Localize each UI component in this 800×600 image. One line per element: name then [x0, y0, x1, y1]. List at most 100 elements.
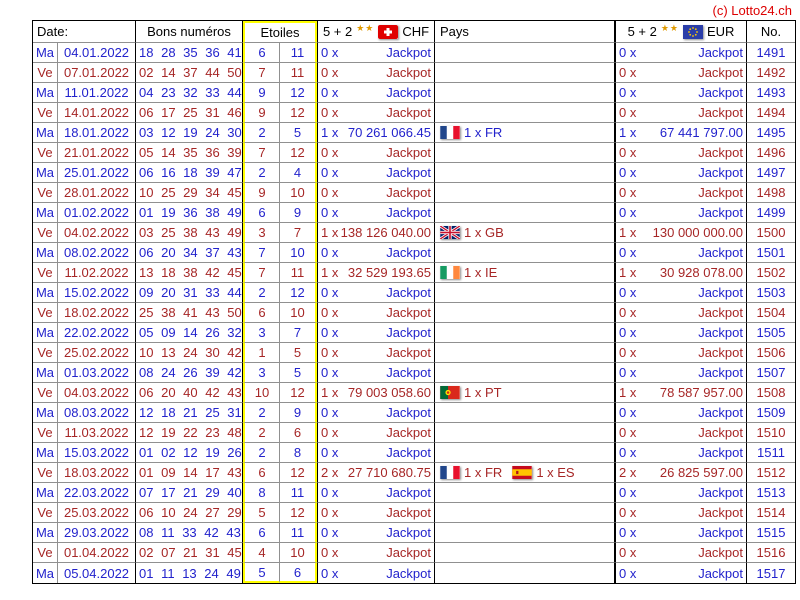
- cell-date: 04.03.2022: [58, 383, 137, 403]
- cell-winner-countries: [435, 423, 616, 443]
- cell-star2: 7: [280, 223, 318, 243]
- cell-eur-prize: 0 x Jackpot: [615, 63, 748, 83]
- cell-star2: 11: [280, 263, 318, 283]
- cell-winner-countries: 1 x FR: [435, 123, 616, 143]
- chf-amount: 138 126 040.00: [340, 225, 432, 240]
- cell-chf-prize: 0 x Jackpot: [317, 523, 436, 543]
- country-winner: 1 x FR: [440, 125, 502, 140]
- cell-star2: 12: [280, 383, 318, 403]
- cell-weekday: Ve: [33, 223, 58, 243]
- cell-winning-numbers: 12 19 22 23 48: [136, 423, 244, 443]
- eur-winner-count: 0 x: [619, 245, 637, 260]
- chf-amount: 27 710 680.75: [347, 465, 432, 480]
- table-row: Ma 25.01.2022 06 16 18 39 47 2 4 0 x Jack…: [33, 163, 796, 183]
- chf-winner-count: 0 x: [321, 85, 339, 100]
- eur-winner-count: 2 x: [619, 465, 637, 480]
- chf-amount: Jackpot: [386, 205, 432, 220]
- cell-winner-countries: [435, 203, 616, 223]
- cell-draw-number: 1502: [747, 263, 796, 283]
- eur-winner-count: 1 x: [619, 265, 637, 280]
- chf-amount: Jackpot: [386, 565, 432, 581]
- cell-winning-numbers: 09 20 31 33 44: [136, 283, 244, 303]
- chf-winner-count: 0 x: [321, 65, 339, 80]
- eur-winner-count: 0 x: [619, 365, 637, 380]
- cell-star1: 8: [243, 483, 281, 503]
- chf-winner-count: 0 x: [321, 305, 339, 320]
- cell-winner-countries: [435, 243, 616, 263]
- cell-eur-prize: 0 x Jackpot: [615, 183, 748, 203]
- cell-winning-numbers: 01 09 14 17 43: [136, 463, 244, 483]
- header-row: Date: Bons numéros Etoiles 5 + 2 ★★ CHF …: [33, 21, 796, 43]
- eur-winner-count: 1 x: [619, 225, 637, 240]
- cell-date: 28.01.2022: [58, 183, 137, 203]
- cell-winning-numbers: 06 20 34 37 43: [136, 243, 244, 263]
- eur-amount: Jackpot: [698, 165, 744, 180]
- cell-date: 21.01.2022: [58, 143, 137, 163]
- cell-winner-countries: [435, 143, 616, 163]
- cell-eur-prize: 0 x Jackpot: [615, 503, 748, 523]
- table-row: Ma 15.03.2022 01 02 12 19 26 2 8 0 x Jack…: [33, 443, 796, 463]
- eur-amount: Jackpot: [698, 45, 744, 60]
- cell-draw-number: 1495: [747, 123, 796, 143]
- eur-winner-count: 0 x: [619, 425, 637, 440]
- chf-winner-count: 0 x: [321, 165, 339, 180]
- cell-chf-prize: 0 x Jackpot: [317, 183, 436, 203]
- eur-winner-count: 0 x: [619, 205, 637, 220]
- chf-winner-count: 0 x: [321, 425, 339, 440]
- cell-winner-countries: 1 x GB: [435, 223, 616, 243]
- cell-star2: 5: [280, 343, 318, 363]
- eur-winner-count: 0 x: [619, 185, 637, 200]
- cell-date: 25.02.2022: [58, 343, 137, 363]
- cell-chf-prize: 0 x Jackpot: [317, 283, 436, 303]
- eur-winner-count: 0 x: [619, 525, 637, 540]
- euromillions-results-table: Date: Bons numéros Etoiles 5 + 2 ★★ CHF …: [32, 20, 797, 584]
- eur-amount: 30 928 078.00: [659, 265, 744, 280]
- cell-star2: 9: [280, 203, 318, 223]
- eur-amount: Jackpot: [698, 565, 744, 581]
- cell-weekday: Ma: [33, 243, 58, 263]
- cell-winning-numbers: 06 17 25 31 46: [136, 103, 244, 123]
- country-winner-label: 1 x ES: [536, 465, 575, 480]
- cell-weekday: Ma: [33, 363, 58, 383]
- cell-eur-prize: 0 x Jackpot: [615, 443, 748, 463]
- eur-amount: Jackpot: [698, 405, 744, 420]
- cell-star2: 12: [280, 283, 318, 303]
- eur-amount: Jackpot: [698, 145, 744, 160]
- table-row: Ma 22.02.2022 05 09 14 26 32 3 7 0 x Jack…: [33, 323, 796, 343]
- cell-star1: 7: [243, 243, 281, 263]
- cell-winner-countries: [435, 183, 616, 203]
- spain-flag-icon: [512, 466, 533, 479]
- cell-winner-countries: [435, 323, 616, 343]
- chf-amount: Jackpot: [386, 545, 432, 560]
- cell-star1: 10: [243, 383, 281, 403]
- eur-winner-count: 1 x: [619, 125, 637, 140]
- eur-winner-count: 0 x: [619, 145, 637, 160]
- cell-winning-numbers: 04 23 32 33 44: [136, 83, 244, 103]
- header-eur: 5 + 2 ★★ EUR: [615, 21, 748, 43]
- chf-amount: Jackpot: [386, 345, 432, 360]
- cell-weekday: Ve: [33, 183, 58, 203]
- cell-star2: 10: [280, 303, 318, 323]
- chf-winner-count: 0 x: [321, 345, 339, 360]
- eur-winner-count: 0 x: [619, 505, 637, 520]
- cell-star1: 7: [243, 263, 281, 283]
- chf-winner-count: 0 x: [321, 245, 339, 260]
- cell-star1: 3: [243, 323, 281, 343]
- cell-weekday: Ve: [33, 343, 58, 363]
- cell-star2: 5: [280, 123, 318, 143]
- cell-draw-number: 1491: [747, 43, 796, 63]
- cell-draw-number: 1493: [747, 83, 796, 103]
- cell-draw-number: 1501: [747, 243, 796, 263]
- cell-chf-prize: 0 x Jackpot: [317, 563, 436, 583]
- cell-draw-number: 1509: [747, 403, 796, 423]
- cell-eur-prize: 1 x 78 587 957.00: [615, 383, 748, 403]
- cell-winner-countries: [435, 483, 616, 503]
- cell-star1: 6: [243, 303, 281, 323]
- eur-winner-count: 0 x: [619, 545, 637, 560]
- cell-draw-number: 1500: [747, 223, 796, 243]
- eur-winner-count: 0 x: [619, 45, 637, 60]
- cell-eur-prize: 0 x Jackpot: [615, 243, 748, 263]
- cell-draw-number: 1506: [747, 343, 796, 363]
- eur-winner-count: 0 x: [619, 165, 637, 180]
- table-row: Ma 15.02.2022 09 20 31 33 44 2 12 0 x Jac…: [33, 283, 796, 303]
